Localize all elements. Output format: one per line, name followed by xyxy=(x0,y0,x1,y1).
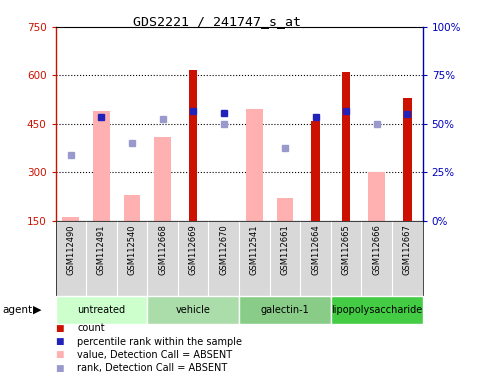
Bar xyxy=(369,172,385,221)
Text: ■: ■ xyxy=(56,350,64,359)
Text: rank, Detection Call = ABSENT: rank, Detection Call = ABSENT xyxy=(77,363,227,373)
Text: GDS2221 / 241747_s_at: GDS2221 / 241747_s_at xyxy=(133,15,301,28)
Text: GSM112668: GSM112668 xyxy=(158,225,167,275)
Text: GSM112490: GSM112490 xyxy=(66,225,75,275)
FancyBboxPatch shape xyxy=(56,296,147,324)
Text: lipopolysaccharide: lipopolysaccharide xyxy=(331,305,422,315)
Text: GSM112664: GSM112664 xyxy=(311,225,320,275)
FancyBboxPatch shape xyxy=(331,296,423,324)
Text: ▶: ▶ xyxy=(33,305,42,315)
Text: GSM112666: GSM112666 xyxy=(372,225,381,275)
Bar xyxy=(342,72,351,221)
Text: GSM112669: GSM112669 xyxy=(189,225,198,275)
Bar xyxy=(154,137,171,221)
Text: galectin-1: galectin-1 xyxy=(261,305,309,315)
Text: count: count xyxy=(77,323,105,333)
Bar xyxy=(311,121,320,221)
Text: GSM112540: GSM112540 xyxy=(128,225,137,275)
Text: agent: agent xyxy=(2,305,32,315)
Bar xyxy=(124,195,141,221)
Bar xyxy=(403,98,412,221)
Text: percentile rank within the sample: percentile rank within the sample xyxy=(77,336,242,346)
Text: ■: ■ xyxy=(56,364,64,372)
Text: ■: ■ xyxy=(56,337,64,346)
Bar xyxy=(246,109,263,221)
Bar xyxy=(189,70,198,221)
Bar xyxy=(62,217,79,221)
Text: GSM112491: GSM112491 xyxy=(97,225,106,275)
Text: untreated: untreated xyxy=(77,305,126,315)
Text: ■: ■ xyxy=(56,324,64,333)
Text: vehicle: vehicle xyxy=(176,305,211,315)
Text: GSM112541: GSM112541 xyxy=(250,225,259,275)
Bar xyxy=(277,198,293,221)
Text: GSM112667: GSM112667 xyxy=(403,225,412,275)
Text: GSM112665: GSM112665 xyxy=(341,225,351,275)
FancyBboxPatch shape xyxy=(147,296,239,324)
Bar xyxy=(93,111,110,221)
Text: value, Detection Call = ABSENT: value, Detection Call = ABSENT xyxy=(77,350,232,360)
Text: GSM112670: GSM112670 xyxy=(219,225,228,275)
Text: GSM112661: GSM112661 xyxy=(281,225,289,275)
FancyBboxPatch shape xyxy=(239,296,331,324)
